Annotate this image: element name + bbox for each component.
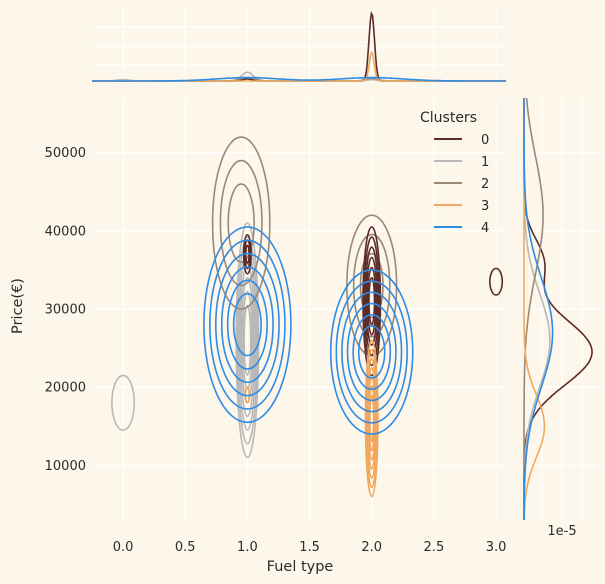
cluster-0-contour <box>364 246 379 356</box>
marginal-offset-label: 1e-5 <box>547 524 576 539</box>
y-tick-label: 30000 <box>45 303 86 318</box>
legend: Clusters 0 1 2 3 4 <box>420 110 489 236</box>
x-tick-label: 2.5 <box>424 540 445 555</box>
right-marginal-density <box>523 97 593 521</box>
cluster-3-contours <box>244 339 379 498</box>
cluster-4-contour <box>220 266 274 384</box>
cluster-3-contour <box>369 394 375 443</box>
cluster-0-contour <box>365 256 378 346</box>
cluster-2-marginal-y <box>523 97 544 520</box>
y-tick-label: 10000 <box>45 459 86 474</box>
cluster-1-contour <box>236 235 259 445</box>
cluster-1-contour <box>239 263 256 418</box>
cluster-0-contour <box>366 266 377 336</box>
legend-entry-2: 2 <box>481 177 489 192</box>
cluster-4-contour <box>329 269 414 435</box>
cluster-1-contour <box>111 374 136 431</box>
cluster-2-contour <box>227 183 255 263</box>
cluster-4-contour <box>232 292 262 357</box>
cluster-4-contour <box>335 280 408 424</box>
y-tick-label: 20000 <box>45 381 86 396</box>
cluster-2-contour <box>211 136 271 310</box>
x-axis-label: Fuel type <box>267 559 334 575</box>
legend-entry-0: 0 <box>481 133 489 148</box>
x-tick-label: 0.0 <box>113 540 134 555</box>
cluster-4-contour <box>346 302 397 402</box>
cluster-2-contour <box>219 159 263 287</box>
cluster-4-contour <box>352 313 392 390</box>
legend-entry-1: 1 <box>481 155 489 170</box>
cluster-4-contour <box>357 325 386 379</box>
y-axis-ticks: 10000 20000 30000 40000 50000 <box>45 146 86 474</box>
x-axis-ticks: 0.0 0.5 1.0 1.5 2.0 2.5 3.0 <box>113 540 507 555</box>
cluster-4-marginal-y <box>523 98 554 520</box>
cluster-4-contour <box>226 279 268 370</box>
cluster-1-contour <box>241 290 253 390</box>
cluster-4-marginal-x <box>92 76 506 82</box>
cluster-4-contours <box>203 226 414 435</box>
x-tick-label: 1.0 <box>237 540 258 555</box>
y-axis-label: Price(€) <box>10 278 26 334</box>
cluster-0-contour <box>362 226 382 377</box>
cluster-4-contour <box>214 252 280 397</box>
cluster-0-contour <box>368 276 376 326</box>
cluster-0-contour <box>363 236 381 367</box>
legend-entry-4: 4 <box>481 221 489 236</box>
legend-title: Clusters <box>420 110 477 126</box>
y-tick-label: 50000 <box>45 146 86 161</box>
main-plot-grid <box>92 98 506 520</box>
cluster-1-contour <box>243 304 252 376</box>
kde-contours <box>111 136 504 498</box>
legend-entry-3: 3 <box>481 199 489 214</box>
cluster-4-contour <box>341 291 403 413</box>
cluster-2-contour <box>352 233 391 338</box>
x-tick-label: 1.5 <box>299 540 320 555</box>
y-tick-label: 40000 <box>45 224 86 239</box>
cluster-0-contour <box>489 267 504 296</box>
x-tick-label: 2.0 <box>361 540 382 555</box>
x-tick-label: 0.5 <box>175 540 196 555</box>
cluster-4-contour <box>209 239 286 410</box>
top-marginal-grid <box>92 8 506 84</box>
top-marginal-density <box>92 10 506 82</box>
cluster-1-contour <box>238 249 257 431</box>
x-tick-label: 3.0 <box>486 540 507 555</box>
cluster-4-contour <box>203 226 292 424</box>
